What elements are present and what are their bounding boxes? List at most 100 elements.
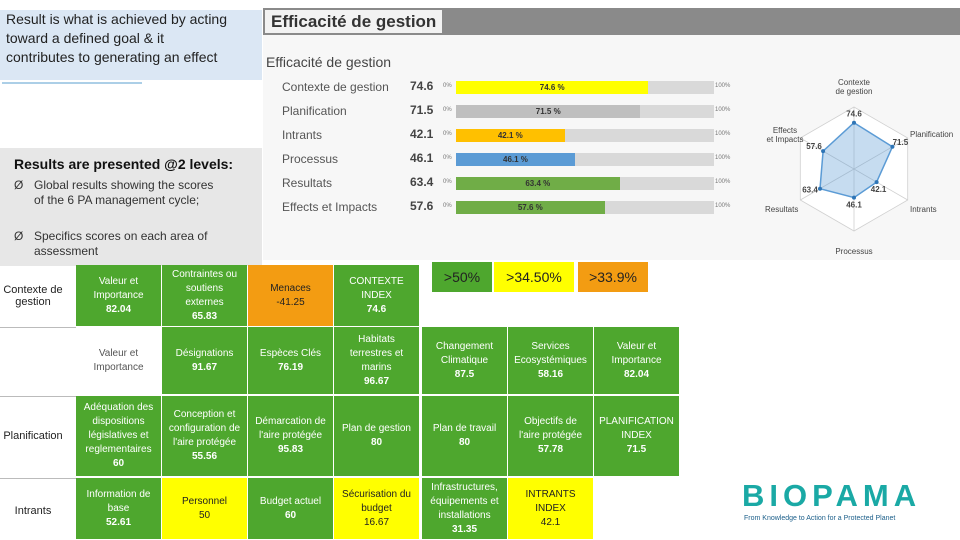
- results-title: Results are presented @2 levels:: [14, 156, 234, 172]
- grid-cell-value: 55.56: [191, 451, 218, 462]
- efficacite-bar-fill: [456, 129, 565, 142]
- grid-cell: Valeur et Importance: [76, 327, 161, 394]
- grid-cell: Information de base 52.61: [76, 478, 161, 539]
- efficacite-bar-label: 63.4 %: [525, 179, 551, 188]
- grid-cell-value: 87.5: [454, 368, 475, 380]
- grid-cell-value: 60: [112, 458, 125, 469]
- efficacite-row-max: 100%: [715, 131, 731, 137]
- grid-row-head: Planification: [3, 430, 63, 442]
- grid-cell-label: équipements et: [430, 495, 499, 507]
- efficacite-row-label: Intrants: [282, 128, 323, 142]
- radar-axis-effects-1: Effects: [773, 126, 797, 135]
- grid-cell: Plan de travail 80: [422, 396, 507, 476]
- grid-cell-label: Climatique: [440, 354, 489, 366]
- bullet-specific-line-2: assessment: [34, 244, 99, 258]
- grid-cell-label: Valeur et: [98, 347, 139, 359]
- radar-axis-planification: Planification: [910, 130, 953, 139]
- radar-axis-contexte-2: de gestion: [836, 87, 873, 96]
- threshold-badge: >50%: [432, 262, 492, 292]
- radar-value-label: 71.5: [893, 138, 909, 147]
- efficacite-row-max: 100%: [715, 179, 731, 185]
- logo-tagline: From Knowledge to Action for a Protected…: [744, 515, 896, 522]
- grid-cell-label: budget: [361, 502, 392, 514]
- grid-cell-label: CONTEXTE: [349, 275, 404, 287]
- radar-point: [852, 120, 856, 125]
- efficacite-bar-label: 42.1 %: [497, 131, 523, 140]
- radar-chart: 74.6 71.5 42.1 46.1 63.4 57.6 Contexte de ges…: [765, 78, 953, 256]
- grid-cell: Habitats terrestres et marins 96.67: [334, 327, 419, 394]
- grid-cell: Changement Climatique 87.5: [422, 327, 507, 394]
- efficacite-bar-track: 46.1 %: [456, 153, 714, 166]
- grid-cell-value: 52.61: [105, 516, 132, 528]
- grid-cell-label: Personnel: [181, 495, 228, 507]
- grid-cell: Menaces -41.25: [248, 265, 333, 326]
- efficacite-bar-track: 74.6 %: [456, 81, 714, 94]
- grid-cell-value: 80: [370, 437, 383, 448]
- grid-cell-value: 58.16: [537, 368, 564, 380]
- efficacite-bar-fill: [456, 105, 641, 118]
- note-underline: [2, 82, 142, 84]
- radar-point: [852, 195, 856, 200]
- efficacite-row-label: Processus: [282, 152, 339, 166]
- grid-cell: Objectifs de l'aire protégée 57.78: [508, 396, 593, 476]
- grid-cell-label: marins: [361, 361, 392, 373]
- radar-axis-line: [853, 137, 908, 170]
- grid-cell-value: 82.04: [623, 368, 650, 380]
- radar-grid: [799, 106, 909, 232]
- efficacite-row-max: 100%: [715, 155, 731, 161]
- bullet-arrow-icon: Ø: [14, 229, 24, 243]
- grid-cell-label: Plan de travail: [432, 423, 497, 434]
- radar-point: [874, 180, 879, 185]
- efficacite-row-label: Contexte de gestion: [282, 80, 389, 94]
- grid-cell: Personnel 50: [162, 478, 247, 539]
- grid-cell-label: l'aire protégée: [518, 430, 583, 441]
- grid-cell-value: 57.78: [537, 444, 564, 455]
- grid-cell-label: terrestres et: [349, 347, 404, 359]
- grid-cell-label: Désignations: [175, 347, 234, 359]
- grid-cell-value: 80: [458, 437, 471, 448]
- grid-cell-label: installations: [438, 509, 491, 521]
- grid-cell: CONTEXTE INDEX 74.6: [334, 265, 419, 326]
- grid-cell-value: 95.83: [277, 444, 304, 455]
- grid-cell-label: INDEX: [361, 289, 392, 301]
- grid-cell: Services Ecosystémiques 58.16: [508, 327, 593, 394]
- bullet-global-line-2: of the 6 PA management cycle;: [34, 193, 200, 207]
- grid-cell: Adéquation des dispositions législatives e…: [76, 396, 161, 476]
- grid-cell: Démarcation de l'aire protégée 95.83: [248, 396, 333, 476]
- grid-row-head: Intrants: [14, 505, 52, 517]
- radar-axis-contexte-1: Contexte: [838, 78, 871, 87]
- radar-point: [890, 144, 895, 149]
- efficacite-row-min: 0%: [443, 131, 452, 137]
- bullet-arrow-icon: Ø: [14, 178, 24, 192]
- grid-cell-label: Démarcation de: [255, 416, 326, 427]
- radar-points: 74.6 71.5 42.1 46.1 63.4 57.6: [802, 110, 909, 210]
- grid-cell-label: Budget actuel: [259, 495, 322, 507]
- efficacite-row-label: Effects et Impacts: [282, 200, 378, 214]
- grid-cell-label: Information de: [86, 488, 151, 500]
- efficacite-bar-fill: [456, 201, 605, 214]
- grid-cell-value: 60: [284, 509, 297, 521]
- efficacite-bar-track: 71.5 %: [456, 105, 714, 118]
- efficacite-row-label: Resultats: [282, 176, 333, 190]
- radar-axis-line: [800, 137, 855, 170]
- grid-cell-label: Objectifs de: [524, 416, 577, 427]
- grid-cell-value: 50: [198, 509, 211, 521]
- grid-cell-label: Importance: [93, 361, 144, 373]
- note-line-2: toward a defined goal & it: [6, 30, 164, 46]
- efficacite-bar-track: 42.1 %: [456, 129, 714, 142]
- grid-cell-label: Valeur et: [98, 275, 139, 287]
- bullet-global-line-1: Global results showing the scores: [34, 178, 214, 192]
- grid-cell: Contraintes ou soutiens externes 65.83: [162, 265, 247, 326]
- radar-axis-resultats: Resultats: [765, 205, 798, 214]
- grid-cell-label: INTRANTS: [525, 488, 576, 500]
- efficacite-bar-track: 57.6 %: [456, 201, 714, 214]
- grid-cell-label: Importance: [93, 289, 144, 301]
- grid-cell-label: Contraintes ou: [171, 268, 238, 280]
- radar-value-label: 74.6: [846, 110, 862, 119]
- efficacite-row-label: Planification: [282, 104, 347, 118]
- threshold-badge: >34.50%: [494, 262, 574, 292]
- efficacite-header-title: Efficacité de gestion: [265, 10, 443, 33]
- bullet-specific: Ø Specifics scores on each area of assessm…: [14, 229, 254, 259]
- threshold-badge: >33.9%: [578, 262, 648, 292]
- grid-cell-label: Valeur et: [616, 340, 657, 352]
